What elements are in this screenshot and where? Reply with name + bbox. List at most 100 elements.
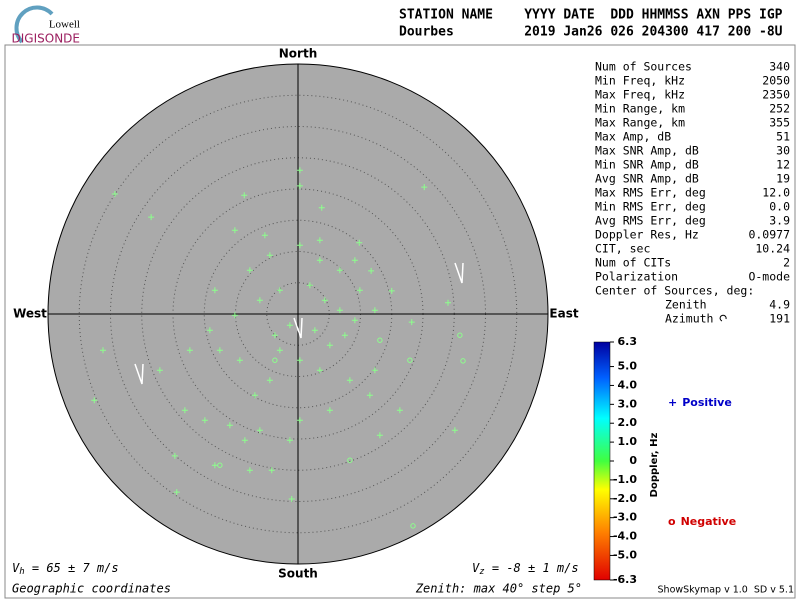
source-point (336, 307, 343, 314)
direction-label: North (279, 47, 317, 61)
stat-value: 10.24 (755, 242, 790, 256)
source-point (226, 422, 233, 429)
colorbar-tick-label: -3.0 (613, 511, 637, 524)
colorbar-tick-label: 0 (629, 454, 637, 467)
header-line: STATION NAME YYYY DATE DDD HHMMSS AXN PP… (399, 8, 783, 23)
logo-top: Lowell (49, 19, 80, 31)
velocity-part: = 65 ± 7 m/s (25, 561, 119, 575)
source-point (351, 257, 358, 264)
stat-value: 30 (776, 144, 790, 158)
stat-value: 3.9 (769, 214, 790, 228)
source-point (296, 182, 303, 189)
legend-marker: + (668, 396, 677, 409)
source-point (311, 327, 318, 334)
source-point (396, 407, 403, 414)
stat-label: Avg SNR Amp, dB (595, 172, 699, 186)
colorbar-scale (593, 341, 611, 581)
source-point (296, 417, 303, 424)
stat-label: Azimuth (665, 312, 713, 326)
legend-name: Negative (681, 515, 737, 528)
colorbar-tick-label: 1.0 (618, 435, 638, 448)
stat-label: Max Amp, dB (595, 130, 671, 144)
stat-value: 4.9 (769, 298, 790, 312)
stat-value: 2 (783, 256, 790, 270)
source-point (251, 392, 258, 399)
source-point (457, 332, 463, 338)
source-point (236, 357, 243, 364)
source-point (217, 462, 223, 468)
legend-entry: + Positive (668, 396, 732, 409)
version-label: ShowSkymap v 1.0 SD v 5.1 (658, 585, 794, 596)
direction-label: East (549, 307, 578, 321)
stat-value: 355 (769, 116, 790, 130)
source-point (241, 192, 248, 199)
source-point (272, 357, 278, 363)
source-point (326, 407, 333, 414)
source-point (186, 347, 193, 354)
source-point (91, 397, 98, 404)
source-point (296, 357, 303, 364)
velocity-part: V (472, 561, 480, 575)
source-point (201, 417, 208, 424)
footer: Vh = 65 ± 7 m/s Vz = -8 ± 1 m/sGeographic… (12, 561, 794, 596)
stat-value: 12.0 (762, 186, 790, 200)
source-point (351, 317, 358, 324)
source-point (181, 407, 188, 414)
stat-label: Polarization (595, 270, 678, 284)
source-point (376, 432, 383, 439)
stat-value: 12 (776, 158, 790, 172)
source-point (111, 191, 118, 197)
source-point (296, 167, 303, 174)
colorbar-tick-label: 6.3 (618, 335, 638, 348)
velocity-part: z (479, 567, 484, 577)
source-point (336, 267, 343, 274)
logo-bottom: DIGISONDE (12, 32, 80, 46)
colorbar-tick-label: 4.0 (618, 378, 638, 391)
stat-label: CIT, sec (595, 242, 650, 256)
direction-label: West (13, 307, 47, 321)
source-point (271, 332, 278, 339)
panel-frame (4, 44, 796, 599)
source-point (407, 357, 413, 363)
stat-label: Min RMS Err, deg (595, 200, 706, 214)
source-point (306, 282, 313, 289)
colorbar-tick-label: -2.0 (613, 492, 637, 505)
stat-label: Max RMS Err, deg (595, 186, 706, 200)
source-point (341, 332, 348, 339)
stat-value: O-mode (748, 270, 790, 284)
stat-value: 51 (776, 130, 790, 144)
source-point (266, 377, 273, 384)
source-point (206, 327, 213, 334)
source-point (445, 299, 451, 306)
plot: North South East West (13, 47, 579, 581)
source-point (356, 239, 363, 246)
source-point (156, 367, 163, 374)
source-point (231, 227, 238, 234)
source-point (286, 437, 293, 444)
source-point (316, 237, 323, 244)
stat-label: Doppler Res, Hz (595, 228, 699, 242)
colorbar-tick-label: 2.0 (618, 416, 638, 429)
stat-label: Min Range, km (595, 102, 685, 116)
source-point (326, 342, 333, 349)
source-point (318, 204, 325, 211)
source-point (276, 287, 283, 294)
stat-label: Min Freq, kHz (595, 74, 685, 88)
v-marker (293, 317, 303, 339)
legend-name: Positive (682, 396, 732, 409)
stat-value: 19 (776, 172, 790, 186)
source-point (460, 358, 466, 364)
stats-table: Num of Sources 340 Min Freq, kHz 2050 Max Fr… (595, 60, 790, 326)
stat-value: 2350 (762, 88, 790, 102)
stat-value: 252 (769, 102, 790, 116)
stat-label: Num of CITs (595, 256, 671, 270)
source-point (371, 307, 378, 314)
stat-label: Zenith (665, 298, 707, 312)
source-point (296, 242, 303, 249)
source-point (261, 232, 268, 239)
stat-label: Max Range, km (595, 116, 685, 130)
legend-entry: o Negative (668, 515, 736, 528)
source-point (388, 287, 395, 294)
source-point (316, 257, 323, 264)
stat-value: 340 (769, 60, 790, 74)
